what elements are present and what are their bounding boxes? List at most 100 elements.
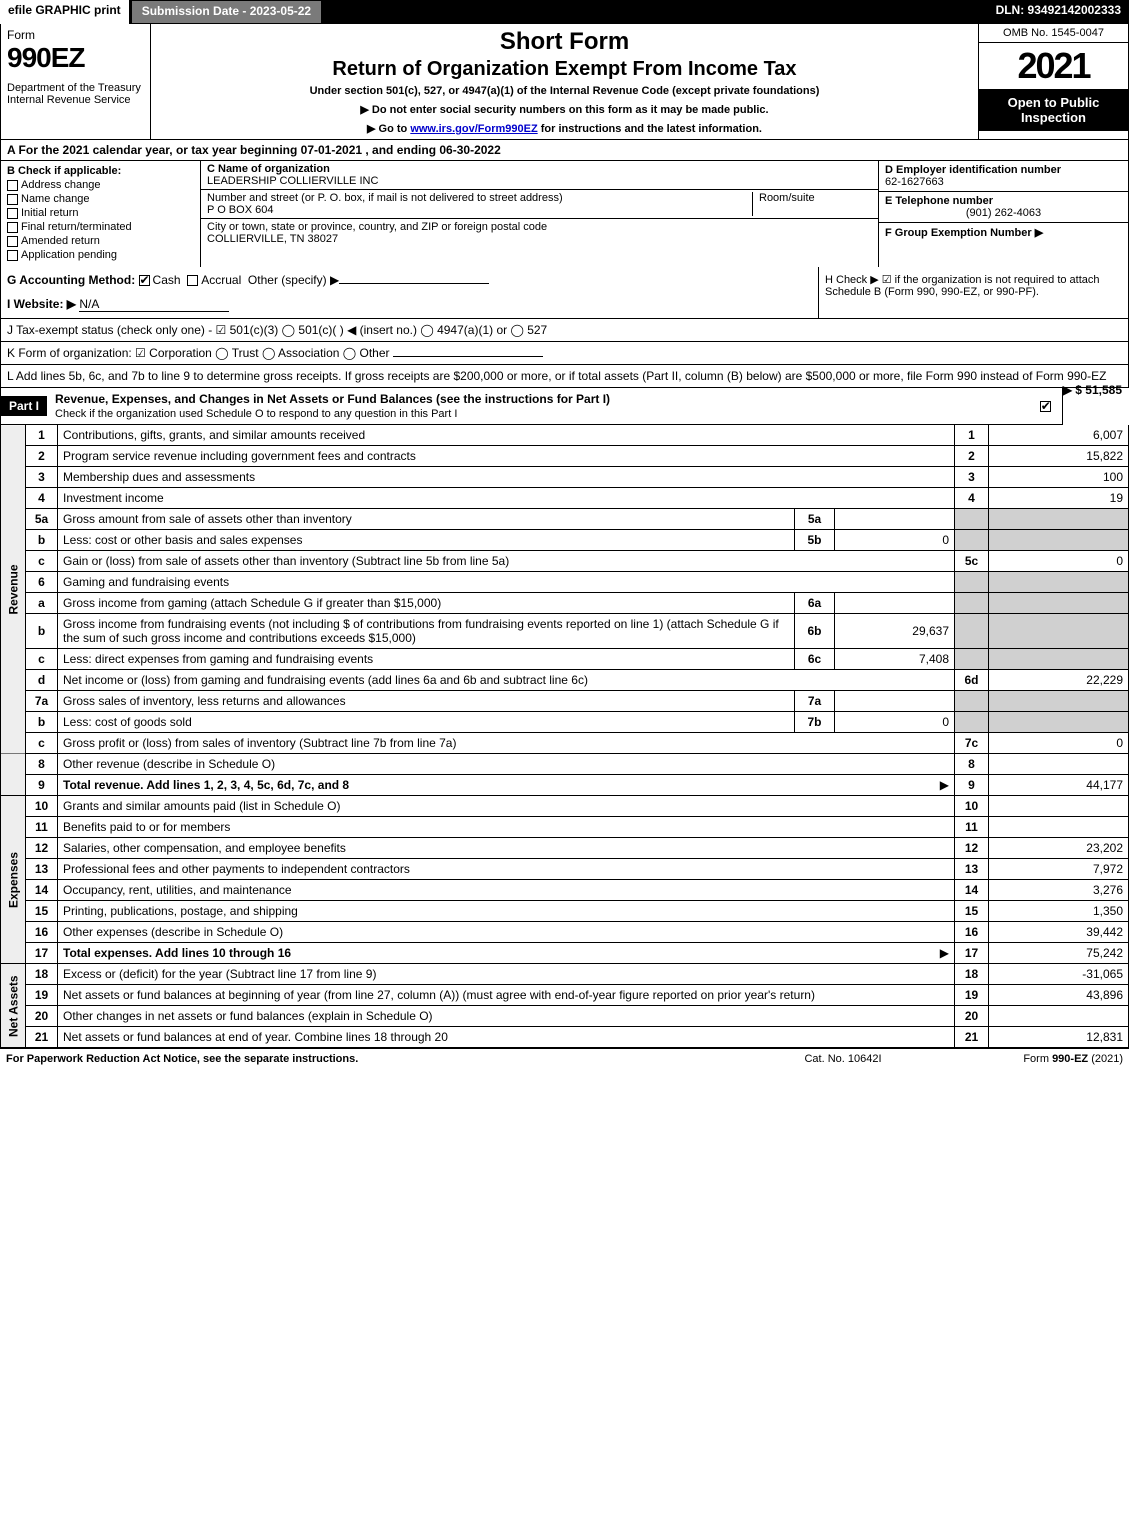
- val-6d: 22,229: [989, 670, 1129, 691]
- ln-4: 4: [26, 488, 58, 509]
- ln-9: 9: [26, 775, 58, 796]
- chk-final-return[interactable]: Final return/terminated: [7, 221, 194, 233]
- chk-cash[interactable]: [139, 275, 150, 286]
- val-11: [989, 817, 1129, 838]
- val-8: [989, 754, 1129, 775]
- ln-13: 13: [26, 859, 58, 880]
- val-18: -31,065: [989, 964, 1129, 985]
- num-10: 10: [955, 796, 989, 817]
- desc-9: Total revenue. Add lines 1, 2, 3, 4, 5c,…: [58, 775, 955, 796]
- ln-12: 12: [26, 838, 58, 859]
- ln-6b: b: [26, 614, 58, 649]
- row-a-tax-year: A For the 2021 calendar year, or tax yea…: [0, 140, 1129, 161]
- ln-5c: c: [26, 551, 58, 572]
- sub-5b: 5b: [795, 530, 835, 551]
- g-label: G Accounting Method:: [7, 273, 135, 287]
- desc-1: Contributions, gifts, grants, and simila…: [58, 425, 955, 446]
- footer-right: Form 990-EZ (2021): [943, 1053, 1123, 1065]
- omb-number: OMB No. 1545-0047: [979, 24, 1128, 43]
- section-bcd: B Check if applicable: Address change Na…: [0, 161, 1129, 267]
- page-footer: For Paperwork Reduction Act Notice, see …: [0, 1048, 1129, 1069]
- other-specify-input[interactable]: [339, 283, 489, 284]
- desc-5b: Less: cost or other basis and sales expe…: [58, 530, 795, 551]
- desc-19: Net assets or fund balances at beginning…: [58, 985, 955, 1006]
- row-l-amount: ▶ $ 51,585: [1063, 383, 1122, 397]
- num-4: 4: [955, 488, 989, 509]
- section-def: D Employer identification number 62-1627…: [878, 161, 1128, 267]
- room-suite-label: Room/suite: [752, 192, 872, 216]
- open-to-public: Open to Public Inspection: [979, 89, 1128, 131]
- desc-8: Other revenue (describe in Schedule O): [58, 754, 955, 775]
- val-17: 75,242: [989, 943, 1129, 964]
- subval-6b: 29,637: [835, 614, 955, 649]
- chk-address-change[interactable]: Address change: [7, 179, 194, 191]
- other-org-input[interactable]: [393, 356, 543, 357]
- ln-10: 10: [26, 796, 58, 817]
- header-left: Form 990EZ Department of the Treasury In…: [1, 24, 151, 139]
- ln-6a: a: [26, 593, 58, 614]
- desc-7b: Less: cost of goods sold: [58, 712, 795, 733]
- ln-7b: b: [26, 712, 58, 733]
- subval-6a: [835, 593, 955, 614]
- chk-amended-return[interactable]: Amended return: [7, 235, 194, 247]
- ln-7c: c: [26, 733, 58, 754]
- header-center: Short Form Return of Organization Exempt…: [151, 24, 978, 139]
- sidelabel-netassets: Net Assets: [1, 964, 26, 1048]
- desc-6c: Less: direct expenses from gaming and fu…: [58, 649, 795, 670]
- submission-date: Submission Date - 2023-05-22: [131, 0, 322, 24]
- sub-7a: 7a: [795, 691, 835, 712]
- val-20: [989, 1006, 1129, 1027]
- desc-6b: Gross income from fundraising events (no…: [58, 614, 795, 649]
- ln-18: 18: [26, 964, 58, 985]
- ln-1: 1: [26, 425, 58, 446]
- ln-16: 16: [26, 922, 58, 943]
- section-c: C Name of organization LEADERSHIP COLLIE…: [201, 161, 878, 267]
- desc-5a: Gross amount from sale of assets other t…: [58, 509, 795, 530]
- lines-table: Revenue 1 Contributions, gifts, grants, …: [0, 425, 1129, 1048]
- subval-7a: [835, 691, 955, 712]
- tel-value: (901) 262-4063: [885, 207, 1122, 219]
- desc-21: Net assets or fund balances at end of ye…: [58, 1027, 955, 1048]
- chk-schedule-o[interactable]: [1040, 401, 1051, 412]
- chk-accrual[interactable]: [187, 275, 198, 286]
- goto-pre: ▶ Go to: [367, 123, 410, 135]
- chk-application-pending[interactable]: Application pending: [7, 249, 194, 261]
- group-exemption-label: F Group Exemption Number ▶: [885, 227, 1043, 239]
- num-1: 1: [955, 425, 989, 446]
- val-14: 3,276: [989, 880, 1129, 901]
- shadeval-5a: [989, 509, 1129, 530]
- footer-left: For Paperwork Reduction Act Notice, see …: [6, 1053, 743, 1065]
- footer-catno: Cat. No. 10642I: [743, 1053, 943, 1065]
- num-14: 14: [955, 880, 989, 901]
- ein-label: D Employer identification number: [885, 164, 1122, 176]
- num-15: 15: [955, 901, 989, 922]
- ln-5a: 5a: [26, 509, 58, 530]
- accrual-label: Accrual: [201, 273, 241, 287]
- val-3: 100: [989, 467, 1129, 488]
- desc-2: Program service revenue including govern…: [58, 446, 955, 467]
- row-h: H Check ▶ ☑ if the organization is not r…: [818, 267, 1128, 318]
- section-b-header: B Check if applicable:: [7, 165, 194, 177]
- part1-label: Part I: [1, 396, 47, 416]
- dept-label: Department of the Treasury Internal Reve…: [7, 82, 144, 106]
- arrow-9: ▶: [940, 778, 949, 792]
- num-18: 18: [955, 964, 989, 985]
- chk-name-change[interactable]: Name change: [7, 193, 194, 205]
- desc-13: Professional fees and other payments to …: [58, 859, 955, 880]
- main-title: Return of Organization Exempt From Incom…: [159, 58, 970, 81]
- irs-link[interactable]: www.irs.gov/Form990EZ: [410, 123, 537, 135]
- city-label: City or town, state or province, country…: [207, 221, 872, 233]
- subval-7b: 0: [835, 712, 955, 733]
- desc-16: Other expenses (describe in Schedule O): [58, 922, 955, 943]
- part1-sub: Check if the organization used Schedule …: [55, 408, 457, 420]
- ln-7a: 7a: [26, 691, 58, 712]
- desc-15: Printing, publications, postage, and shi…: [58, 901, 955, 922]
- ln-15: 15: [26, 901, 58, 922]
- efile-print-button[interactable]: efile GRAPHIC print: [0, 0, 131, 24]
- num-16: 16: [955, 922, 989, 943]
- h-text: H Check ▶ ☑ if the organization is not r…: [825, 274, 1100, 298]
- num-2: 2: [955, 446, 989, 467]
- chk-initial-return[interactable]: Initial return: [7, 207, 194, 219]
- val-13: 7,972: [989, 859, 1129, 880]
- city-value: COLLIERVILLE, TN 38027: [207, 233, 872, 245]
